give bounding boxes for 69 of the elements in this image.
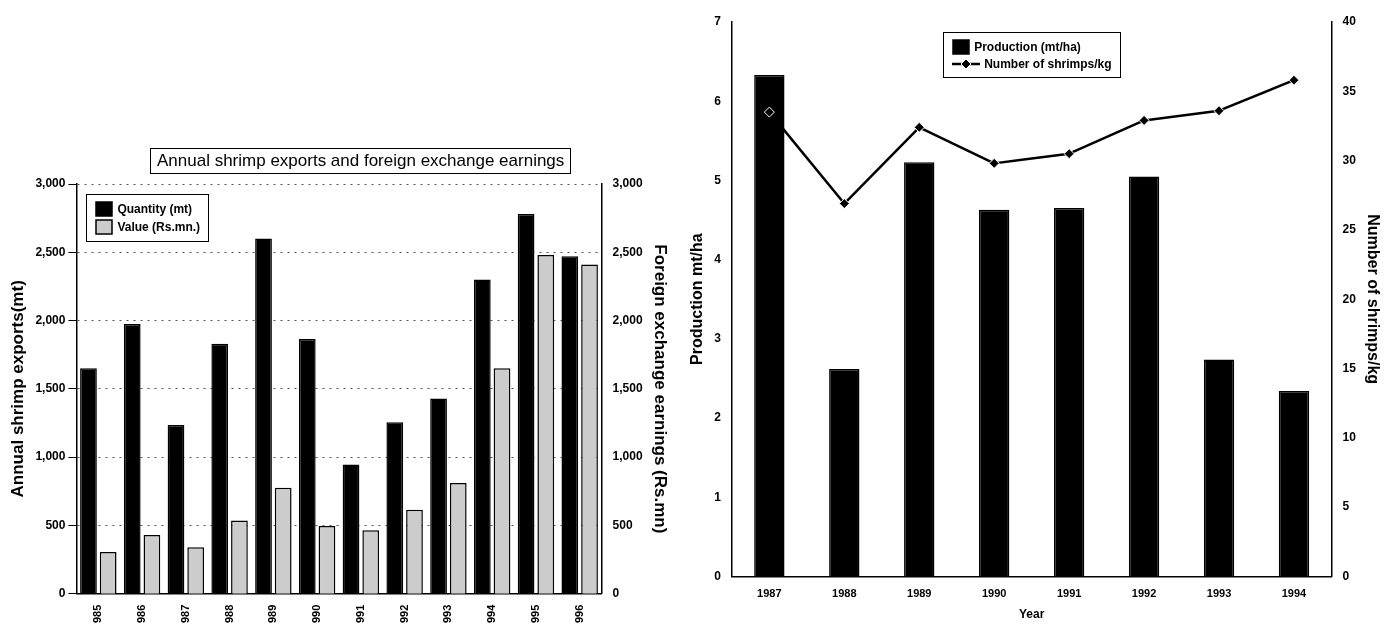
y2-tick-label: 20 [1342, 291, 1357, 306]
y2-tick-label: 40 [1342, 14, 1357, 29]
y2-tick-label: 35 [1342, 83, 1357, 98]
x-tick-label: 990 [310, 604, 323, 624]
legend-label: Value (Rs.mn.) [117, 220, 201, 234]
legend-label: Production (mt/ha) [974, 40, 1081, 54]
y-tick-label: 1,500 [35, 381, 66, 396]
y2-axis-title: Foreign exchange earnings (Rs.mn) [651, 244, 671, 534]
y2-tick-label: 2,000 [612, 312, 643, 327]
y2-tick-label: 25 [1342, 222, 1357, 237]
y2-tick-label: 500 [612, 517, 633, 532]
x-tick-label: 1991 [1056, 587, 1082, 600]
x-axis-title: Year [1018, 607, 1045, 622]
point [913, 121, 925, 133]
point [1213, 105, 1225, 117]
y2-tick-label: 1,000 [612, 449, 643, 464]
y2-tick-label: 2,500 [612, 244, 643, 259]
x-tick-label: 988 [222, 604, 235, 624]
x-tick-label: 986 [135, 604, 148, 624]
x-tick-label: 1989 [907, 587, 932, 600]
point [988, 157, 1000, 169]
legend-label: Quantity (mt) [117, 202, 193, 216]
y-tick-label: 5 [714, 172, 722, 187]
chart-title: Annual shrimp exports and foreign exchange earnings [150, 148, 572, 174]
y-tick-label: 2 [714, 410, 722, 425]
y-tick-label: 1 [714, 489, 722, 504]
x-tick-label: 992 [397, 604, 410, 624]
x-tick-label: 1992 [1131, 587, 1157, 600]
point [838, 198, 850, 210]
y-tick-label: 6 [714, 93, 722, 108]
x-tick-label: 996 [572, 604, 585, 624]
x-tick-label: 1988 [832, 587, 857, 600]
y-tick-label: 2,500 [35, 244, 66, 259]
x-tick-label: 993 [441, 604, 454, 624]
y-tick-label: 2,000 [35, 312, 66, 327]
x-tick-label: 989 [266, 604, 279, 624]
y-tick-label: 3,000 [35, 176, 66, 191]
y2-tick-label: 30 [1342, 152, 1357, 167]
y-tick-label: 4 [714, 251, 722, 266]
x-tick-label: 985 [91, 604, 104, 624]
y2-tick-label: 0 [1342, 568, 1350, 583]
y2-tick-label: 15 [1342, 360, 1357, 375]
y2-tick-label: 5 [1342, 499, 1350, 514]
x-tick-label: 1994 [1281, 587, 1308, 600]
point [1288, 74, 1300, 86]
x-tick-label: 987 [178, 604, 191, 624]
y2-tick-label: 10 [1342, 430, 1357, 445]
point [1063, 148, 1075, 160]
x-tick-label: 994 [485, 603, 498, 624]
y-axis-title: Annual shrimp exports(mt) [7, 280, 27, 498]
y-tick-label: 0 [58, 585, 66, 600]
y-tick-label: 1,000 [35, 449, 66, 464]
y2-tick-label: 1,500 [612, 381, 643, 396]
y-tick-label: 500 [45, 517, 66, 532]
x-tick-label: 1990 [981, 587, 1007, 600]
point [763, 106, 775, 118]
y-tick-label: 7 [714, 14, 722, 29]
y-tick-label: 3 [714, 331, 722, 346]
y2-tick-label: 3,000 [612, 176, 643, 191]
y2-tick-label: 0 [612, 585, 620, 600]
y-tick-label: 0 [714, 568, 722, 583]
x-tick-label: 1993 [1206, 587, 1232, 600]
y-axis-title: Production mt/ha [688, 233, 706, 365]
x-tick-label: 995 [528, 604, 541, 624]
point [1138, 114, 1150, 126]
legend-label: Number of shrimps/kg [984, 57, 1112, 71]
x-tick-label: 1987 [757, 587, 782, 600]
y2-axis-title: Number of shrimps/kg [1364, 214, 1382, 385]
x-tick-label: 991 [353, 604, 366, 624]
